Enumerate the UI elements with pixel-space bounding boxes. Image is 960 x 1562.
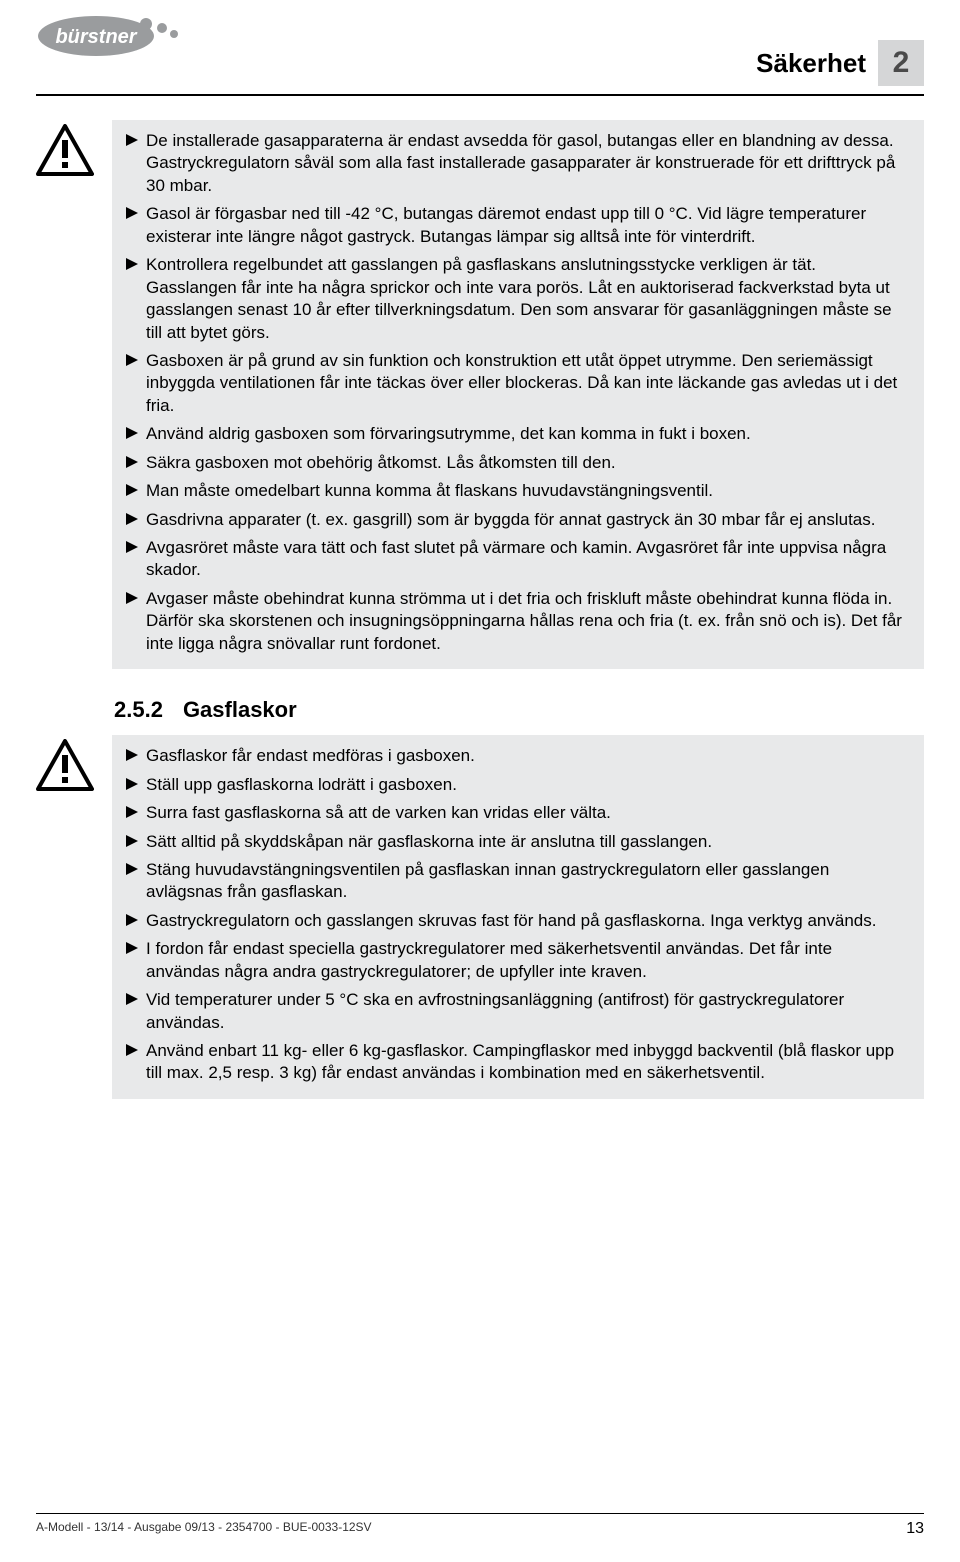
list-item: Sätt alltid på skyddskåpan när gasflasko…	[126, 831, 910, 853]
logo-text: bürstner	[55, 26, 137, 48]
warning-panel-2: Gasflaskor får endast medföras i gasboxe…	[112, 735, 924, 1099]
page-footer: A-Modell - 13/14 - Ausgabe 09/13 - 23547…	[36, 1513, 924, 1538]
warning-block-1: De installerade gasapparaterna är endast…	[36, 120, 924, 669]
list-item: Vid temperaturer under 5 °C ska en avfro…	[126, 989, 910, 1034]
list-item: Gasol är förgasbar ned till -42 °C, buta…	[126, 203, 910, 248]
page-header: Säkerhet 2	[756, 40, 924, 86]
section-heading: 2.5.2 Gasflaskor	[114, 697, 924, 723]
header-rule	[36, 94, 924, 96]
list-item: Avgaser måste obehindrat kunna strömma u…	[126, 588, 910, 655]
footer-doc-id: A-Modell - 13/14 - Ausgabe 09/13 - 23547…	[36, 1520, 372, 1538]
content-area: De installerade gasapparaterna är endast…	[36, 120, 924, 1127]
list-item: Använd aldrig gasboxen som förvaringsutr…	[126, 423, 910, 445]
section-title: Gasflaskor	[183, 697, 297, 723]
list-item: De installerade gasapparaterna är endast…	[126, 130, 910, 197]
list-item: Gasdrivna apparater (t. ex. gasgrill) so…	[126, 509, 910, 531]
list-item: Surra fast gasflaskorna så att de varken…	[126, 802, 910, 824]
list-item: Kontrollera regelbundet att gasslangen p…	[126, 254, 910, 344]
warning-block-2: Gasflaskor får endast medföras i gasboxe…	[36, 735, 924, 1099]
brand-logo: bürstner	[36, 14, 186, 59]
list-item: I fordon får endast speciella gastryckre…	[126, 938, 910, 983]
chapter-number-box: 2	[878, 40, 924, 86]
chapter-number: 2	[893, 46, 910, 80]
list-item: Gasflaskor får endast medföras i gasboxe…	[126, 745, 910, 767]
list-item: Ställ upp gasflaskorna lodrätt i gasboxe…	[126, 774, 910, 796]
footer-page-number: 13	[906, 1520, 924, 1538]
list-item: Man måste omedelbart kunna komma åt flas…	[126, 480, 910, 502]
list-item: Avgasröret måste vara tätt och fast slut…	[126, 537, 910, 582]
list-item: Stäng huvudavstängningsventilen på gasfl…	[126, 859, 910, 904]
list-item: Gasboxen är på grund av sin funktion och…	[126, 350, 910, 417]
page-title: Säkerhet	[756, 48, 866, 79]
section-number: 2.5.2	[114, 697, 163, 723]
list-item: Säkra gasboxen mot obehörig åtkomst. Lås…	[126, 452, 910, 474]
list-item: Använd enbart 11 kg- eller 6 kg-gasflask…	[126, 1040, 910, 1085]
warning-icon	[36, 739, 94, 796]
warning-panel-1: De installerade gasapparaterna är endast…	[112, 120, 924, 669]
warning-icon	[36, 124, 94, 181]
list-item: Gastryckregulatorn och gasslangen skruva…	[126, 910, 910, 932]
